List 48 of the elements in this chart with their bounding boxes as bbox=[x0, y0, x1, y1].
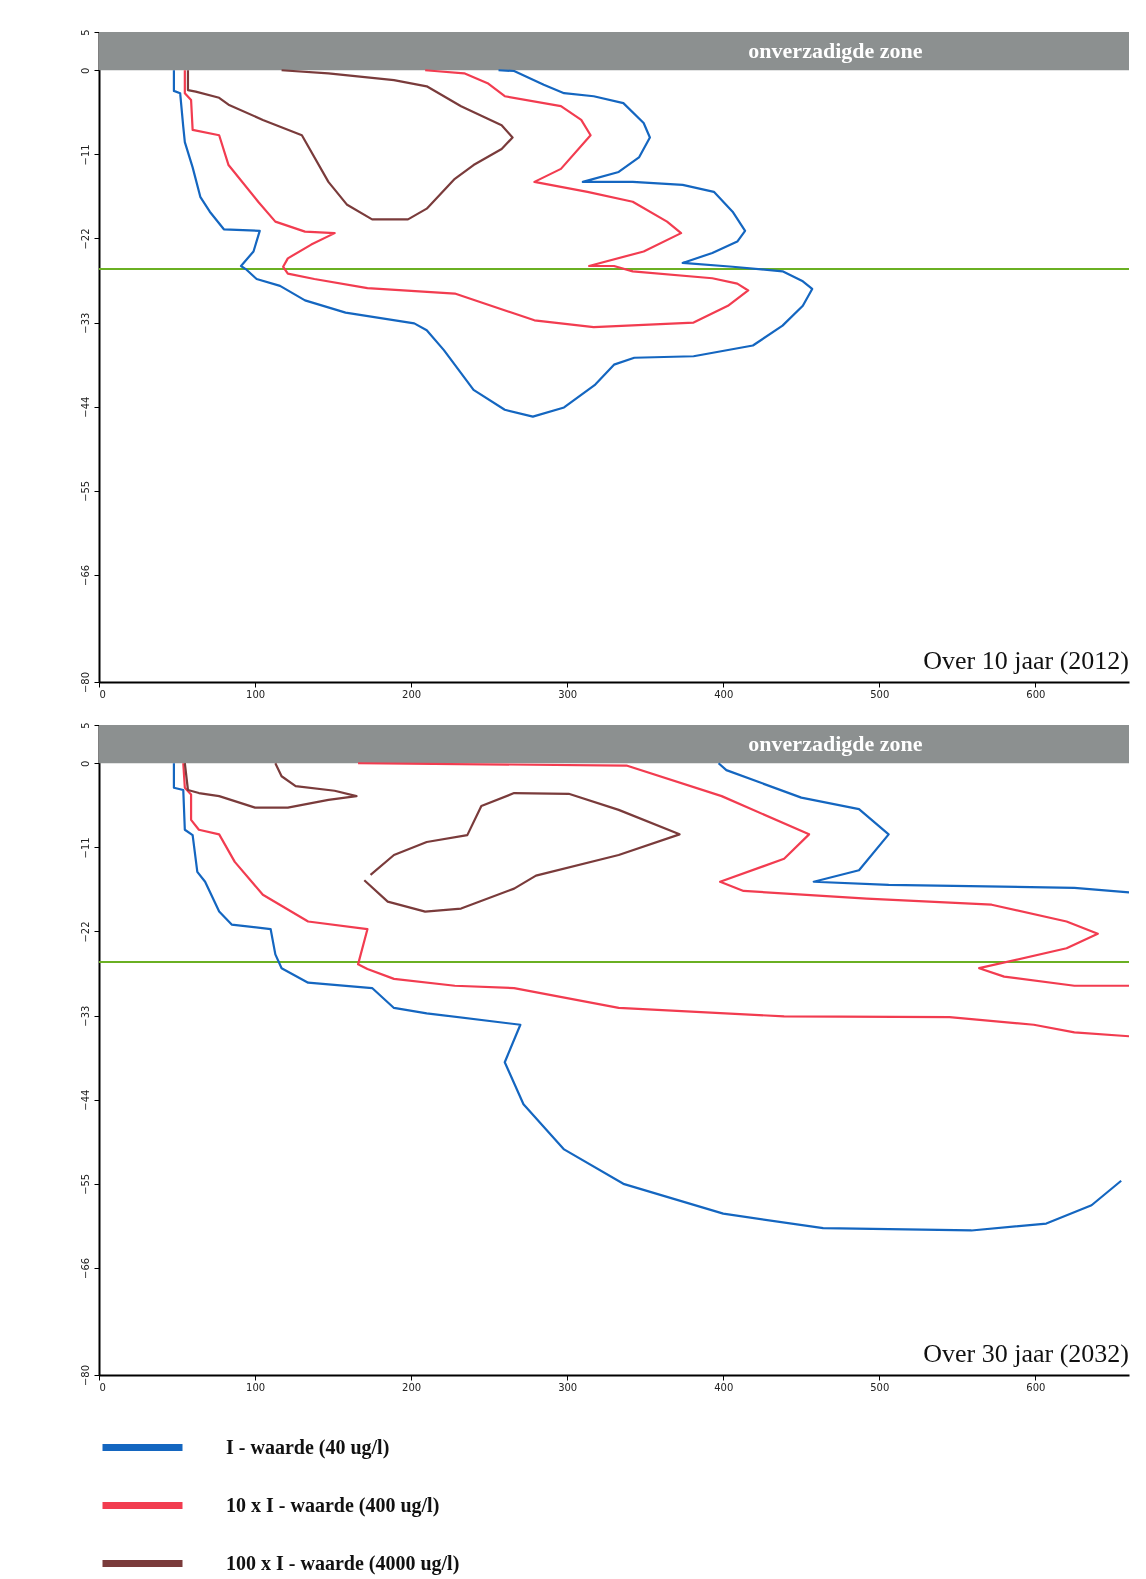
x-tick-label: 0 bbox=[99, 688, 106, 700]
x-tick-label: 0 bbox=[99, 1381, 106, 1393]
y-tick-label: −33 bbox=[79, 1005, 91, 1027]
x-tick-label: 600 bbox=[1026, 688, 1046, 700]
y-tick-label: −66 bbox=[79, 564, 91, 586]
y-tick-label: −44 bbox=[79, 396, 91, 418]
y-tick-label: 5 bbox=[79, 722, 91, 729]
annotation: Over 10 jaar (2012) bbox=[923, 646, 1129, 675]
x-tick-label: 400 bbox=[714, 688, 734, 700]
y-tick-label: −33 bbox=[79, 312, 91, 334]
y-tick-label: 0 bbox=[79, 760, 91, 767]
x-tick-label: 500 bbox=[870, 688, 890, 700]
line-series bbox=[363, 791, 681, 913]
x-tick-label: 600 bbox=[1026, 1381, 1046, 1393]
y-tick-label: −55 bbox=[79, 1173, 91, 1195]
y-tick-label: −11 bbox=[79, 144, 91, 166]
band-label: onverzadigde zone bbox=[748, 38, 923, 64]
y-tick-label: 0 bbox=[79, 67, 91, 74]
y-tick-label: −80 bbox=[79, 1364, 91, 1387]
y-tick-label: −44 bbox=[79, 1089, 91, 1111]
legend-label: 100 x I - waarde (4000 ug/l) bbox=[226, 1551, 460, 1575]
x-tick-label: 200 bbox=[402, 1381, 422, 1393]
line-series bbox=[186, 69, 514, 221]
y-tick-label: −22 bbox=[79, 228, 91, 250]
line-series bbox=[356, 762, 1129, 987]
x-tick-label: 400 bbox=[714, 1381, 734, 1393]
y-tick-label: 5 bbox=[79, 29, 91, 36]
legend-label: 10 x I - waarde (400 ug/l) bbox=[226, 1493, 440, 1517]
band-label: onverzadigde zone bbox=[748, 731, 923, 757]
y-tick-label: −11 bbox=[79, 837, 91, 859]
annotation: Over 30 jaar (2032) bbox=[923, 1339, 1129, 1368]
x-tick-label: 100 bbox=[246, 1381, 266, 1393]
line-series bbox=[172, 69, 814, 418]
x-tick-label: 200 bbox=[402, 688, 422, 700]
y-tick-label: −66 bbox=[79, 1257, 91, 1279]
x-tick-label: 500 bbox=[870, 1381, 890, 1393]
x-tick-label: 100 bbox=[246, 688, 266, 700]
y-tick-label: −22 bbox=[79, 921, 91, 943]
y-tick-label: −80 bbox=[79, 671, 91, 694]
y-tick-label: −55 bbox=[79, 480, 91, 502]
line-series bbox=[182, 762, 1129, 1038]
line-series bbox=[172, 762, 1123, 1232]
line-series bbox=[183, 762, 358, 809]
legend-label: I - waarde (40 ug/l) bbox=[226, 1435, 390, 1459]
x-tick-label: 300 bbox=[558, 688, 578, 700]
line-series bbox=[183, 69, 750, 329]
x-tick-label: 300 bbox=[558, 1381, 578, 1393]
line-series bbox=[717, 762, 1129, 894]
